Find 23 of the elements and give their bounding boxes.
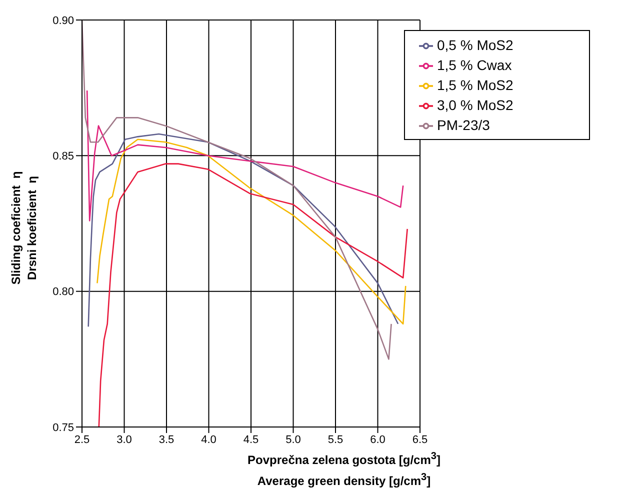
x-tick-label: 3.5 — [158, 434, 174, 446]
y-axis-title: Sliding coeficient η Drsni koeficient η — [8, 170, 40, 287]
x-tick-label: 5.5 — [328, 434, 344, 446]
y-tick-label: 0.80 — [52, 286, 74, 298]
x-tick-label: 2.5 — [74, 434, 90, 446]
text: Povprečna zelena gostota [g/cm$^{3}$] Average green density [g/cm$^{3}$] — [248, 451, 440, 488]
x-tick-label: 3.0 — [116, 434, 132, 446]
x-tick-label: 6.0 — [370, 434, 386, 446]
y-tick-label: 0.85 — [52, 150, 74, 163]
line-series — [82, 20, 392, 360]
x-tick-label: 4.0 — [201, 434, 216, 446]
line-series — [98, 163, 408, 427]
x-tick-label: 6.5 — [412, 434, 428, 446]
x-tick-label: 5.0 — [286, 434, 301, 446]
y-tick-label: 0.90 — [52, 14, 74, 27]
y-tick-label: 0.75 — [52, 422, 74, 434]
legend-label: 0,5 % MoS2 — [437, 37, 514, 53]
legend-label: 3,0 % MoS2 — [437, 97, 514, 113]
legend-label: 1,5 % Cwax — [437, 57, 512, 73]
legend-label: PM-23/3 — [437, 117, 490, 133]
legend-label: 1,5 % MoS2 — [437, 77, 514, 93]
line-series — [86, 90, 404, 222]
x-tick-label: 4.5 — [243, 434, 259, 446]
